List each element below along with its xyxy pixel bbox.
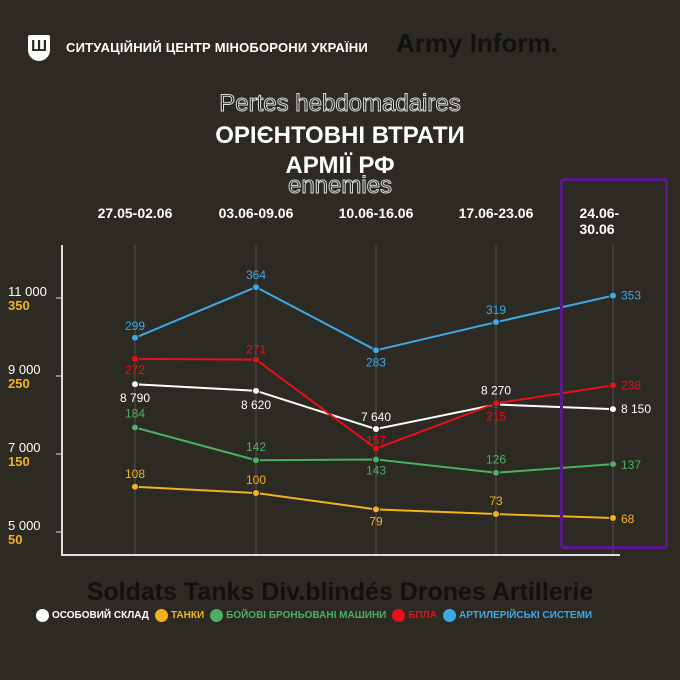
data-point xyxy=(131,423,139,432)
data-label: 68 xyxy=(621,512,635,526)
data-label: 8 270 xyxy=(481,383,511,397)
data-point xyxy=(252,355,260,364)
series-line xyxy=(134,285,614,352)
data-label: 8 790 xyxy=(120,391,150,405)
data-label: 272 xyxy=(125,363,145,377)
legend-item: ОСОБОВИЙ СКЛАД xyxy=(36,609,149,622)
data-point xyxy=(609,460,617,469)
data-point xyxy=(492,399,500,408)
legend-item: БОЙОВІ БРОНЬОВАНІ МАШИНИ xyxy=(210,609,386,622)
footer-overlay: Soldats Tanks Div.blindés Drones Artille… xyxy=(86,578,594,606)
legend-item: ТАНКИ xyxy=(154,609,205,622)
data-label: 299 xyxy=(125,319,145,333)
data-label: 108 xyxy=(125,467,145,481)
data-point xyxy=(609,513,617,522)
data-point xyxy=(609,405,617,414)
data-label: 364 xyxy=(246,268,266,282)
category-label: 24.06-30.06 xyxy=(579,205,620,237)
data-point xyxy=(372,455,380,464)
legend-item: АРТИЛЕРІЙСЬКІ СИСТЕМИ xyxy=(442,609,593,622)
data-label: 271 xyxy=(246,343,266,357)
y-tick-label-secondary: 350 xyxy=(8,298,30,313)
y-tick-label-primary: 7 000 xyxy=(8,440,41,455)
data-label: 73 xyxy=(489,494,503,508)
y-tick-label-primary: 11 000 xyxy=(8,284,47,299)
legend-dot-icon xyxy=(392,609,406,622)
y-tick-label-primary: 9 000 xyxy=(8,362,41,377)
data-point xyxy=(131,354,139,363)
data-point xyxy=(492,468,500,477)
data-point xyxy=(492,510,500,519)
y-tick-label-primary: 5 000 xyxy=(8,518,41,533)
data-label: 157 xyxy=(366,434,386,448)
data-point xyxy=(609,291,617,300)
data-label: 137 xyxy=(621,458,641,472)
data-label: 7 640 xyxy=(361,410,391,424)
data-label: 8 620 xyxy=(241,398,271,412)
data-point xyxy=(372,346,380,355)
data-point xyxy=(252,456,260,465)
data-label: 184 xyxy=(125,406,145,420)
data-point xyxy=(252,283,260,292)
data-point xyxy=(372,425,380,434)
legend-item: БПЛА xyxy=(392,609,437,622)
data-label: 238 xyxy=(621,378,641,392)
legend-label: ОСОБОВИЙ СКЛАД xyxy=(52,610,149,621)
data-point xyxy=(252,489,260,497)
data-label: 215 xyxy=(486,409,506,423)
legend-label: ТАНКИ xyxy=(170,610,205,621)
data-point xyxy=(131,333,139,342)
title-line-1: ОРІЄНТОВНІ ВТРАТИ xyxy=(215,122,465,149)
title-line-2: АРМІЇ РФ xyxy=(285,152,395,179)
category-label: 17.06-23.06 xyxy=(458,205,534,221)
data-label: 143 xyxy=(366,463,386,477)
brand-overlay: Army Inform. xyxy=(396,28,558,58)
y-tick-label-secondary: 50 xyxy=(8,532,22,547)
legend-dot-icon xyxy=(210,609,224,622)
data-point xyxy=(492,318,500,327)
data-label: 100 xyxy=(246,473,266,487)
title-overlay-fr: Pertes hebdomadaires xyxy=(219,90,461,118)
y-tick-label-secondary: 250 xyxy=(8,376,30,391)
data-label: 79 xyxy=(369,514,383,528)
data-point xyxy=(372,505,380,514)
data-label: 319 xyxy=(486,303,506,317)
legend-dot-icon xyxy=(36,609,49,622)
legend-dot-icon xyxy=(442,609,456,622)
y-tick-label-secondary: 150 xyxy=(8,454,30,469)
data-label: 142 xyxy=(246,440,266,454)
legend-dot-icon xyxy=(154,609,168,622)
data-label: 126 xyxy=(486,453,506,467)
data-point xyxy=(131,482,139,491)
series-line xyxy=(134,485,614,519)
ministry-trident-logo: Ш xyxy=(28,35,50,61)
data-point xyxy=(372,444,380,453)
data-label: 8 150 xyxy=(621,402,651,416)
category-label: 03.06-09.06 xyxy=(218,205,294,221)
legend-label: БПЛА xyxy=(408,610,437,621)
data-label: 283 xyxy=(366,355,386,369)
category-label: 10.06-16.06 xyxy=(338,205,414,221)
data-point xyxy=(131,380,139,389)
legend-label: АРТИЛЕРІЙСЬКІ СИСТЕМИ xyxy=(458,610,593,621)
organization-name: СИТУАЦІЙНИЙ ЦЕНТР МІНОБОРОНИ УКРАЇНИ xyxy=(66,40,368,55)
title-overlay-fr-2: ennemies xyxy=(287,172,393,200)
data-point xyxy=(252,386,260,395)
category-label: 27.05-02.06 xyxy=(97,205,173,221)
legend: ОСОБОВИЙ СКЛАД ТАНКИ БОЙОВІ БРОНЬОВАНІ МАШ… xyxy=(36,609,592,622)
data-label: 353 xyxy=(621,289,641,303)
highlight-box xyxy=(560,178,668,549)
legend-label: БОЙОВІ БРОНЬОВАНІ МАШИНИ xyxy=(226,610,387,621)
data-point xyxy=(609,381,617,390)
